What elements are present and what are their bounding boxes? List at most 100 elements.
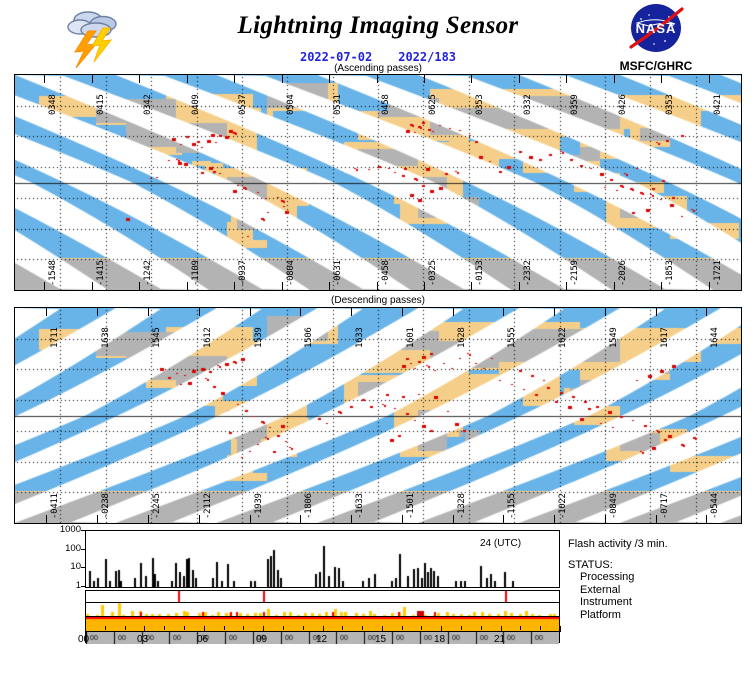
orbit-tick-mark — [148, 308, 149, 316]
orbit-tick-mark — [605, 308, 606, 316]
orbit-tick-mark — [300, 308, 301, 316]
status-row-processing[interactable] — [85, 590, 560, 603]
time-axis-tick — [323, 626, 324, 632]
orbit-time-label: -1548 — [48, 260, 58, 286]
status-row-external-canvas — [86, 603, 559, 617]
orbit-time-label: 0625 — [428, 94, 438, 115]
time-axis-tick — [263, 626, 264, 632]
date-strip: 2022-07-02 2022/183 — [0, 48, 756, 66]
status-title: STATUS: — [568, 559, 613, 571]
orbit-time-label: -1109 — [191, 260, 201, 286]
map-canvas — [15, 75, 741, 290]
bottom-panel: 1000 100 10 1 Flash activity /3 min. STATUS… — [0, 524, 756, 650]
status-row-platform-canvas — [86, 632, 559, 644]
time-axis-tick — [204, 626, 205, 632]
orbit-tick-mark — [453, 515, 454, 523]
status-row-processing-canvas — [86, 591, 559, 603]
orbit-tick-mark — [97, 515, 98, 523]
center-label: MSFC/GHRC — [619, 59, 693, 73]
status-row-platform[interactable] — [85, 631, 560, 644]
status-row-external[interactable] — [85, 602, 560, 617]
orbit-time-label: -0631 — [333, 260, 343, 286]
page-header: Lightning Imaging Sensor 2022-07-02 2022/… — [0, 0, 756, 74]
time-axis-minor-tick — [283, 626, 284, 630]
orbit-time-label: 0348 — [48, 94, 58, 115]
time-axis-minor-tick — [342, 626, 343, 630]
orbit-time-label: -1853 — [665, 260, 675, 286]
orbit-time-label: 0353 — [665, 94, 675, 115]
orbit-time-label: -1501 — [406, 493, 416, 519]
orbit-time-label: 1711 — [50, 327, 60, 348]
flash-plot-y-tick — [81, 548, 85, 550]
ascending-pass-caption: (Ascending passes) — [334, 63, 422, 74]
orbit-time-label: 0426 — [618, 94, 628, 115]
time-axis-minor-tick — [362, 626, 363, 630]
orbit-time-label: 1638 — [101, 327, 111, 348]
time-axis-minor-tick — [243, 626, 244, 630]
utc-axis-label: 24 (UTC) — [480, 538, 522, 549]
orbit-tick-mark — [139, 75, 140, 83]
orbit-time-label: 0342 — [143, 94, 153, 115]
orbit-time-label: -0804 — [286, 260, 296, 286]
orbit-time-label: -0325 — [428, 260, 438, 286]
orbit-time-label: 0504 — [286, 94, 296, 115]
orbit-tick-mark — [187, 75, 188, 83]
orbit-tick-mark — [605, 515, 606, 523]
orbit-time-label: -0849 — [609, 493, 619, 519]
orbit-time-label: 1549 — [609, 327, 619, 348]
time-axis-tick — [382, 626, 383, 632]
flash-plot-y-tick-label: 10 — [70, 561, 81, 573]
orbit-time-label: -0717 — [660, 493, 670, 519]
orbit-time-label: 0421 — [713, 94, 723, 115]
orbit-time-label: 0409 — [191, 94, 201, 115]
time-axis-minor-tick — [105, 626, 106, 630]
orbit-tick-mark — [554, 515, 555, 523]
orbit-tick-mark — [250, 515, 251, 523]
orbit-tick-mark — [503, 515, 504, 523]
time-axis: 00 03 06 09 12 15 18 21 — [78, 626, 561, 648]
descending-map-block: 1711 1638 1545 1612 1539 1506 1633 1601 1628 1555… — [0, 307, 756, 524]
ascending-world-map[interactable]: 0348 0415 0342 0409 0537 0504 0531 0458 0625 0353… — [14, 74, 742, 291]
time-axis-minor-tick — [421, 626, 422, 630]
orbit-tick-mark — [250, 308, 251, 316]
flash-plot-y-tick — [81, 586, 85, 587]
orbit-time-label: 1601 — [406, 327, 416, 348]
orbit-time-label: 1622 — [558, 327, 568, 348]
flash-activity-label: Flash activity /3 min. — [568, 538, 668, 550]
orbit-tick-mark — [92, 282, 93, 290]
time-axis-minor-tick — [224, 626, 225, 630]
orbit-time-label: 0353 — [475, 94, 485, 115]
orbit-time-label: -2332 — [523, 260, 533, 286]
flash-activity-plot[interactable] — [85, 530, 560, 588]
orbit-time-label: -0937 — [238, 260, 248, 286]
orbit-time-label: 0332 — [523, 94, 533, 115]
time-axis-minor-tick — [402, 626, 403, 630]
orbit-time-label: 1644 — [710, 327, 720, 348]
time-axis-label: 06 — [197, 634, 209, 645]
time-axis-minor-tick — [540, 626, 541, 630]
orbit-time-label: 1628 — [457, 327, 467, 348]
descending-world-map[interactable]: 1711 1638 1545 1612 1539 1506 1633 1601 1628 1555… — [14, 307, 742, 524]
time-axis-label: 18 — [434, 634, 446, 645]
status-bars[interactable] — [85, 590, 560, 644]
status-row-instrument[interactable] — [85, 616, 560, 623]
time-axis-label: 09 — [256, 634, 268, 645]
orbit-time-label: 1539 — [254, 327, 264, 348]
orbit-time-label: 1545 — [152, 327, 162, 348]
orbit-tick-mark — [92, 75, 93, 83]
flash-activity-canvas — [86, 531, 559, 587]
time-axis-minor-tick — [125, 626, 126, 630]
status-item-platform: Platform — [580, 608, 621, 621]
flash-plot-y-tick-label: 100 — [65, 542, 81, 554]
orbit-time-label: -1721 — [713, 260, 723, 286]
orbit-tick-mark — [706, 308, 707, 316]
orbit-time-label: -0544 — [710, 493, 720, 519]
orbit-time-label: 1617 — [660, 327, 670, 348]
time-axis-minor-tick — [461, 626, 462, 630]
orbit-time-label: -2245 — [152, 493, 162, 519]
orbit-time-label: 1633 — [355, 327, 365, 348]
orbit-tick-mark — [566, 282, 567, 290]
thunderstorm-icon — [58, 6, 130, 69]
map-canvas — [15, 308, 741, 523]
time-axis-minor-tick — [303, 626, 304, 630]
